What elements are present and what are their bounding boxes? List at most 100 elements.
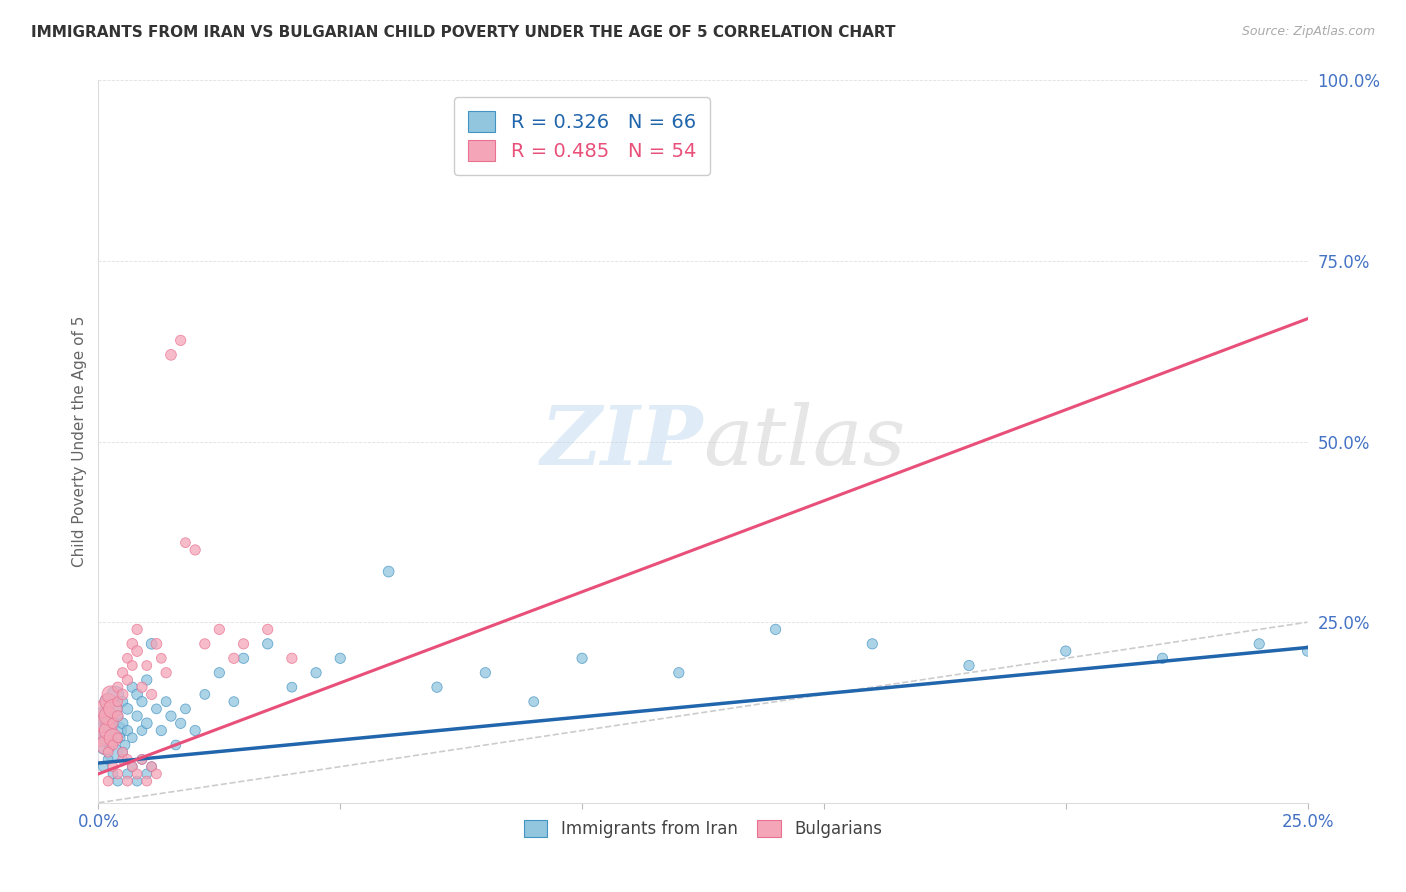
Point — [117, 723, 139, 738]
Point — [194, 687, 217, 701]
Point — [135, 774, 157, 789]
Point — [107, 709, 129, 723]
Point — [474, 665, 496, 680]
Point — [101, 760, 124, 774]
Point — [107, 731, 129, 745]
Point — [97, 774, 120, 789]
Point — [232, 637, 254, 651]
Point — [135, 767, 157, 781]
Point — [155, 695, 177, 709]
Point — [107, 767, 129, 781]
Point — [174, 702, 197, 716]
Point — [145, 767, 167, 781]
Point — [150, 651, 173, 665]
Point — [90, 731, 112, 745]
Point — [94, 738, 117, 752]
Point — [117, 702, 139, 716]
Point — [426, 680, 449, 694]
Point — [131, 695, 153, 709]
Point — [117, 673, 139, 687]
Point — [101, 731, 124, 745]
Point — [127, 687, 149, 701]
Point — [111, 745, 134, 759]
Point — [131, 752, 153, 766]
Point — [127, 767, 149, 781]
Point — [91, 760, 114, 774]
Point — [860, 637, 883, 651]
Point — [160, 348, 183, 362]
Point — [90, 723, 112, 738]
Point — [121, 637, 143, 651]
Point — [523, 695, 546, 709]
Point — [121, 658, 143, 673]
Point — [94, 738, 117, 752]
Text: atlas: atlas — [703, 401, 905, 482]
Point — [169, 716, 191, 731]
Point — [117, 774, 139, 789]
Point — [101, 702, 124, 716]
Point — [145, 637, 167, 651]
Point — [127, 709, 149, 723]
Point — [668, 665, 690, 680]
Point — [121, 760, 143, 774]
Text: ZIP: ZIP — [540, 401, 703, 482]
Point — [101, 716, 124, 731]
Legend: Immigrants from Iran, Bulgarians: Immigrants from Iran, Bulgarians — [517, 814, 889, 845]
Point — [114, 738, 136, 752]
Point — [127, 774, 149, 789]
Point — [100, 687, 122, 701]
Point — [208, 623, 231, 637]
Point — [256, 623, 278, 637]
Point — [571, 651, 593, 665]
Point — [127, 644, 149, 658]
Point — [155, 665, 177, 680]
Point — [141, 637, 163, 651]
Point — [174, 535, 197, 549]
Point — [107, 695, 129, 709]
Point — [232, 651, 254, 665]
Point — [1296, 644, 1319, 658]
Point — [131, 723, 153, 738]
Point — [208, 665, 231, 680]
Point — [97, 731, 120, 745]
Point — [101, 738, 124, 752]
Point — [141, 760, 163, 774]
Point — [97, 745, 120, 759]
Point — [111, 695, 134, 709]
Point — [101, 767, 124, 781]
Point — [121, 731, 143, 745]
Point — [97, 723, 120, 738]
Point — [107, 723, 129, 738]
Point — [107, 774, 129, 789]
Point — [101, 702, 124, 716]
Point — [131, 680, 153, 694]
Point — [111, 687, 134, 701]
Point — [377, 565, 399, 579]
Point — [111, 665, 134, 680]
Point — [145, 702, 167, 716]
Point — [91, 709, 114, 723]
Point — [91, 702, 114, 716]
Point — [97, 695, 120, 709]
Point — [281, 651, 304, 665]
Point — [107, 680, 129, 694]
Point — [91, 716, 114, 731]
Point — [135, 716, 157, 731]
Point — [100, 716, 122, 731]
Point — [1054, 644, 1077, 658]
Point — [222, 651, 245, 665]
Point — [1249, 637, 1271, 651]
Point — [117, 752, 139, 766]
Point — [108, 731, 131, 745]
Point — [256, 637, 278, 651]
Point — [160, 709, 183, 723]
Point — [127, 623, 149, 637]
Point — [169, 334, 191, 348]
Point — [305, 665, 328, 680]
Point — [281, 680, 304, 694]
Point — [1152, 651, 1174, 665]
Point — [104, 687, 127, 701]
Point — [121, 760, 143, 774]
Point — [117, 651, 139, 665]
Point — [957, 658, 980, 673]
